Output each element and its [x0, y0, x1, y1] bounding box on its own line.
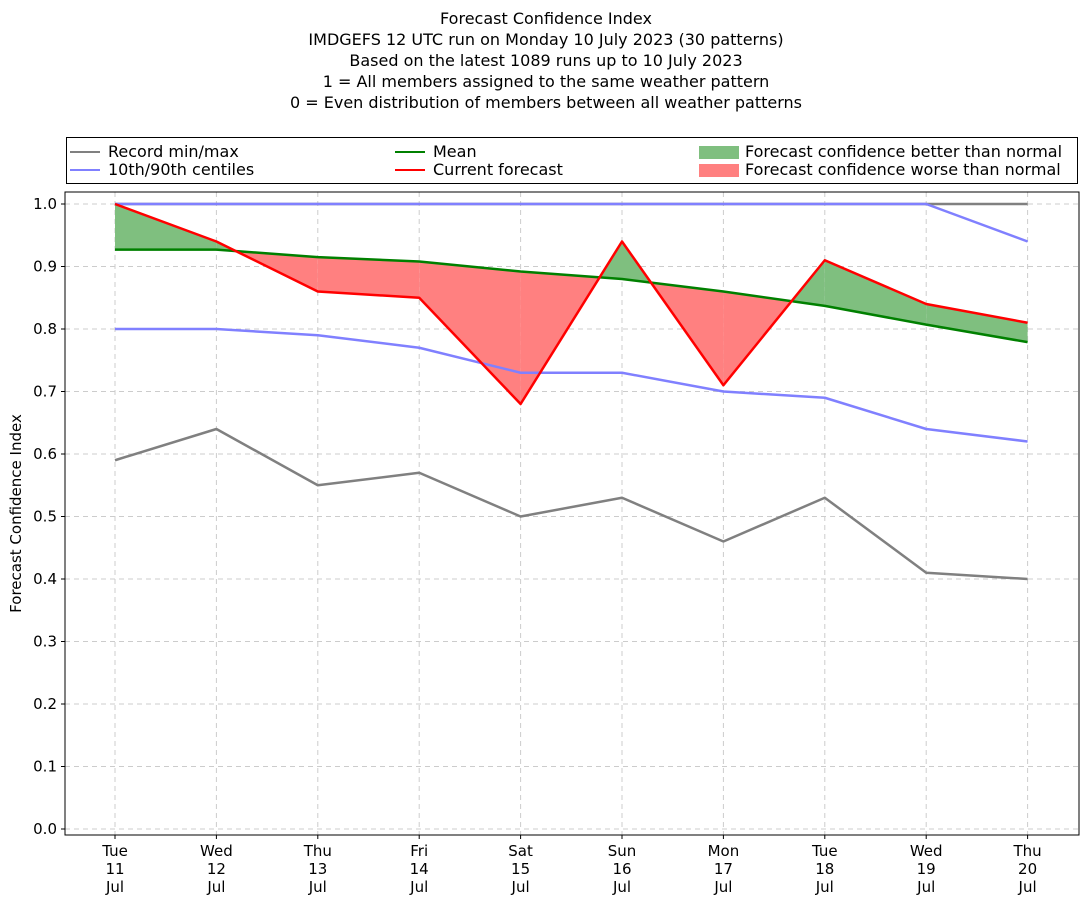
y-tick-label: 0.0: [33, 820, 57, 838]
fill-worse: [723, 291, 792, 386]
title-line-2: IMDGEFS 12 UTC run on Monday 10 July 202…: [308, 30, 784, 49]
series-line-p10: [115, 327, 1028, 443]
legend: Record min/max 10th/90th centiles Mean C…: [66, 137, 1078, 184]
legend-swatch-better: [699, 145, 739, 159]
x-tick-label: Tue 11 Jul: [101, 842, 128, 896]
y-tick-label: 0.1: [33, 758, 57, 776]
x-tick-label: Sun 16 Jul: [608, 842, 637, 896]
series-line-record-min: [114, 427, 1028, 581]
legend-item-centiles: 10th/90th centiles: [70, 161, 254, 179]
title-line-4: 1 = All members assigned to the same wea…: [322, 72, 770, 91]
legend-label-record: Record min/max: [108, 142, 239, 161]
x-tick-label: Wed 19 Jul: [910, 842, 943, 896]
y-tick-label: 0.3: [33, 633, 57, 651]
y-tick-label: 0.5: [33, 508, 57, 526]
legend-swatch-record: [70, 151, 100, 153]
title-line-1: Forecast Confidence Index: [440, 9, 652, 28]
series-line-current: [114, 202, 1028, 406]
legend-label-worse: Forecast confidence worse than normal: [745, 160, 1061, 179]
legend-label-mean: Mean: [433, 142, 477, 161]
legend-item-mean: Mean: [395, 143, 477, 161]
fill-worse: [419, 261, 521, 404]
fill-better: [926, 304, 1028, 343]
title-line-5: 0 = Even distribution of members between…: [289, 93, 803, 112]
plot-frame: [64, 191, 1080, 836]
fill-better: [824, 260, 927, 325]
chart-title: Forecast Confidence Index IMDGEFS 12 UTC…: [0, 8, 1092, 113]
legend-label-current: Current forecast: [433, 160, 563, 179]
y-tick-label: 0.8: [33, 320, 57, 338]
legend-item-worse: Forecast confidence worse than normal: [699, 161, 1061, 179]
fill-better: [115, 204, 217, 250]
x-tick-label: Mon 17 Jul: [708, 842, 740, 896]
y-tick-label: 0.2: [33, 695, 57, 713]
x-tick-label: Wed 12 Jul: [200, 842, 233, 896]
y-axis-label: Forecast Confidence Index: [7, 414, 25, 613]
y-tick-label: 1.0: [33, 195, 57, 213]
legend-label-better: Forecast confidence better than normal: [745, 142, 1063, 161]
x-tick-label: Thu 13 Jul: [303, 842, 332, 896]
legend-item-better: Forecast confidence better than normal: [699, 143, 1062, 161]
series-line-mean: [115, 248, 1028, 344]
legend-label-centiles: 10th/90th centiles: [108, 160, 255, 179]
legend-swatch-centiles: [70, 169, 100, 171]
y-tick-label: 0.7: [33, 383, 57, 401]
x-tick-label: Sat 15 Jul: [508, 842, 533, 896]
x-tick-label: Tue 18 Jul: [811, 842, 838, 896]
y-tick-label: 0.6: [33, 445, 57, 463]
legend-swatch-worse: [699, 163, 739, 177]
y-tick-label: 0.9: [33, 258, 57, 276]
x-tick-label: Fri 14 Jul: [409, 842, 429, 896]
y-tick-label: 0.4: [33, 570, 57, 588]
legend-swatch-mean: [395, 151, 425, 153]
legend-item-record: Record min/max: [70, 143, 239, 161]
legend-item-current: Current forecast: [395, 161, 563, 179]
title-line-3: Based on the latest 1089 runs up to 10 J…: [349, 51, 743, 70]
series-line-p90: [115, 202, 1029, 243]
fill-worse: [317, 257, 420, 298]
legend-swatch-current: [395, 169, 425, 171]
x-tick-label: Thu 20 Jul: [1013, 842, 1042, 896]
